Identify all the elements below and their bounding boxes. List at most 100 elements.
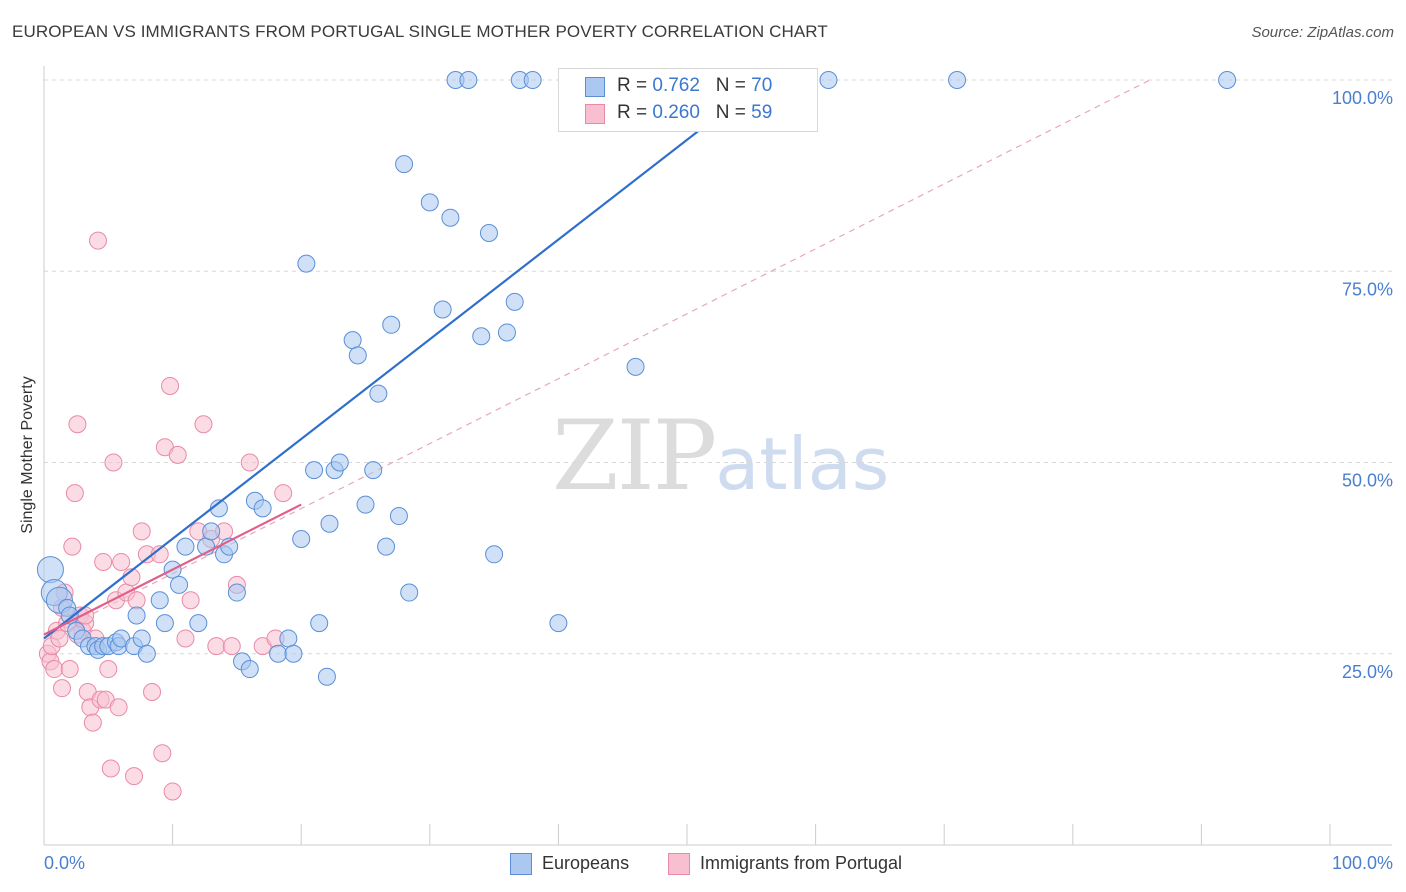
point-portugal-56 <box>53 679 72 698</box>
point-europeans-54 <box>395 155 414 174</box>
point-europeans-52 <box>382 315 401 334</box>
source-label: Source: ZipAtlas.com <box>1251 24 1394 41</box>
point-portugal-42 <box>168 445 187 464</box>
point-portugal-9 <box>60 660 79 679</box>
point-europeans-30 <box>227 583 246 602</box>
point-europeans-48 <box>356 495 375 514</box>
trend-line-portugal <box>43 503 302 636</box>
point-europeans-69 <box>626 357 645 376</box>
point-portugal-32 <box>125 767 144 786</box>
legend-swatch-portugal <box>585 104 605 124</box>
point-europeans-34 <box>253 499 272 518</box>
point-europeans-46 <box>343 331 362 350</box>
point-portugal-26 <box>104 453 123 472</box>
point-europeans-36 <box>279 629 298 648</box>
bottom-legend-swatch-europeans <box>510 853 532 875</box>
point-europeans-60 <box>459 71 478 89</box>
point-europeans-37 <box>284 644 303 663</box>
point-europeans-50 <box>369 384 388 403</box>
bottom-legend-label-portugal: Immigrants from Portugal <box>700 853 903 873</box>
point-portugal-48 <box>207 637 226 656</box>
legend-r-label-europeans: R = <box>617 75 648 96</box>
point-portugal-33 <box>127 591 146 610</box>
reference-line <box>43 79 1151 639</box>
legend-n-value-europeans: 70 <box>751 75 773 96</box>
point-europeans-63 <box>485 545 504 564</box>
point-portugal-5 <box>50 629 69 648</box>
point-portugal-34 <box>132 522 151 541</box>
point-portugal-36 <box>143 683 162 701</box>
point-europeans-55 <box>400 583 419 602</box>
point-portugal-38 <box>153 744 172 763</box>
trend-line-europeans <box>43 79 765 640</box>
point-europeans-76 <box>1218 71 1237 89</box>
point-europeans-53 <box>389 507 408 526</box>
point-portugal-55 <box>274 484 293 503</box>
y-tick-label-1: 50.0% <box>1342 471 1393 491</box>
point-portugal-29 <box>112 552 131 571</box>
point-portugal-58 <box>76 606 95 625</box>
point-europeans-49 <box>364 461 383 480</box>
point-europeans-32 <box>240 660 259 679</box>
point-europeans-39 <box>297 254 316 273</box>
point-portugal-52 <box>240 453 259 472</box>
point-portugal-12 <box>68 415 87 434</box>
point-europeans-19 <box>150 591 169 610</box>
point-portugal-22 <box>94 552 113 571</box>
x-tick-label-0: 0.0% <box>44 853 85 873</box>
legend-n-label-portugal: N = <box>715 102 746 123</box>
point-europeans-57 <box>433 300 452 319</box>
point-europeans-58 <box>441 208 460 227</box>
point-portugal-43 <box>176 629 195 648</box>
point-portugal-50 <box>222 637 241 656</box>
point-europeans-64 <box>497 323 516 342</box>
point-portugal-41 <box>163 782 182 801</box>
point-portugal-3 <box>45 660 64 679</box>
point-europeans-0 <box>36 556 64 584</box>
x-tick-label-1: 100.0% <box>1332 853 1393 873</box>
point-europeans-40 <box>305 461 324 480</box>
point-portugal-24 <box>99 660 118 679</box>
y-tick-label-2: 75.0% <box>1342 279 1393 299</box>
point-portugal-28 <box>109 698 128 717</box>
point-europeans-24 <box>189 614 208 633</box>
point-europeans-18 <box>137 644 156 663</box>
bottom-legend-label-europeans: Europeans <box>542 853 630 873</box>
point-europeans-38 <box>292 530 311 548</box>
point-europeans-61 <box>472 327 491 346</box>
point-europeans-51 <box>377 537 396 556</box>
watermark-zip: ZIP <box>552 400 717 512</box>
watermark-atlas: atlas <box>715 422 890 506</box>
point-europeans-67 <box>523 71 542 89</box>
chart-title: EUROPEAN VS IMMIGRANTS FROM PORTUGAL SIN… <box>12 22 828 41</box>
legend-r-value-europeans: 0.762 <box>652 75 700 96</box>
point-portugal-18 <box>83 713 102 732</box>
point-portugal-11 <box>65 484 84 503</box>
point-europeans-65 <box>505 292 524 311</box>
stats-legend: R = 0.762 N = 70 R = 0.260 N = 59 <box>558 68 818 132</box>
point-portugal-25 <box>101 759 120 778</box>
legend-n-label-europeans: N = <box>715 75 746 96</box>
point-europeans-62 <box>479 224 498 242</box>
point-europeans-47 <box>348 346 367 365</box>
point-europeans-20 <box>155 614 174 633</box>
point-europeans-56 <box>420 193 439 212</box>
point-portugal-46 <box>194 415 213 434</box>
legend-n-value-portugal: 59 <box>751 102 773 123</box>
point-europeans-26 <box>202 522 221 541</box>
point-europeans-43 <box>320 514 339 533</box>
point-europeans-45 <box>330 453 349 472</box>
bottom-legend-swatch-portugal <box>668 853 690 875</box>
point-europeans-17 <box>132 629 151 648</box>
point-europeans-22 <box>170 575 189 594</box>
point-portugal-20 <box>89 231 108 250</box>
legend-r-label-portugal: R = <box>617 102 648 123</box>
legend-swatch-europeans <box>585 77 605 97</box>
point-europeans-41 <box>310 614 329 633</box>
point-portugal-10 <box>63 537 82 556</box>
point-portugal-44 <box>181 591 200 610</box>
legend-r-value-portugal: 0.260 <box>652 102 700 123</box>
point-portugal-40 <box>161 377 180 395</box>
point-europeans-16 <box>127 606 146 625</box>
